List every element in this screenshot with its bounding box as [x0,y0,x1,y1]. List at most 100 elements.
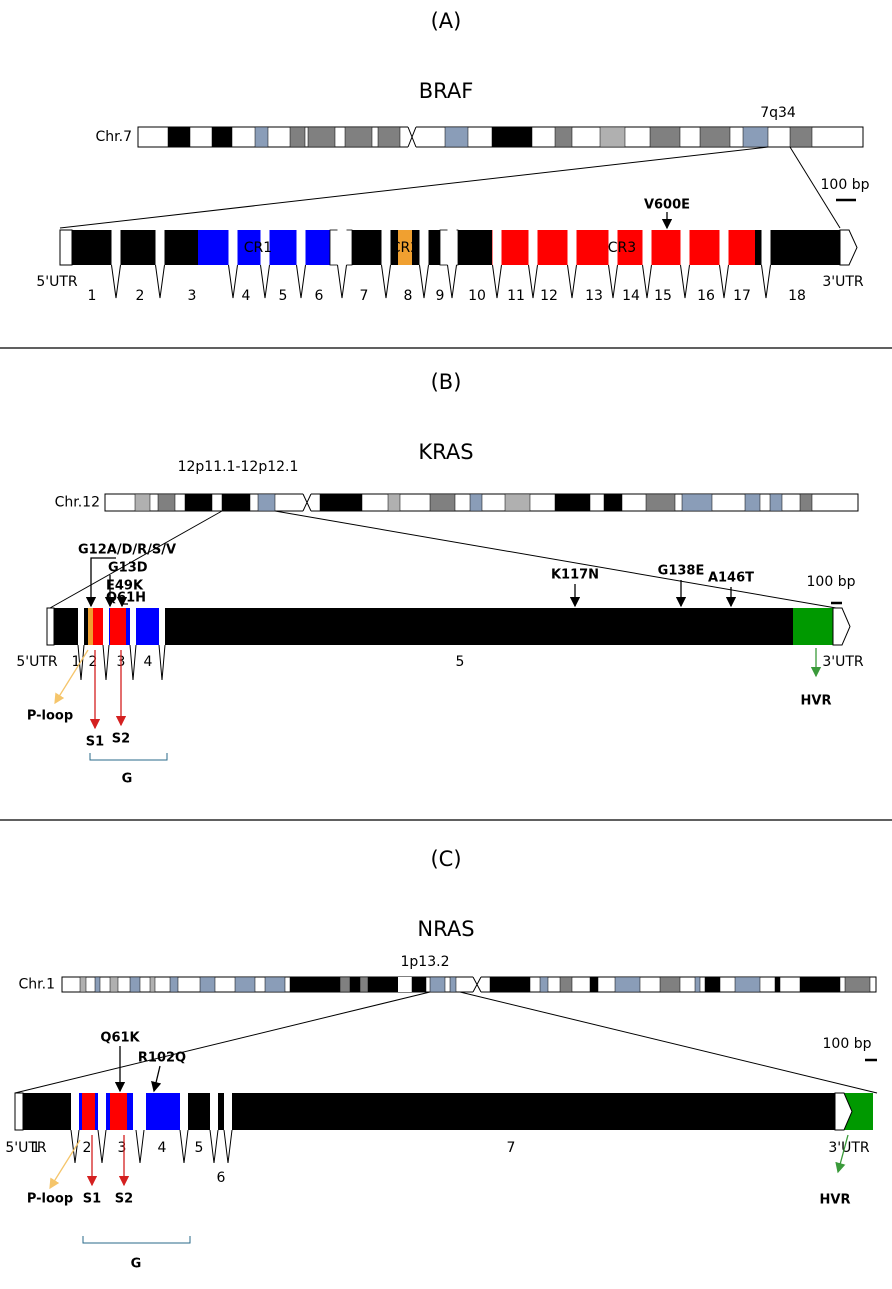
intron [528,264,538,299]
intron-gap [103,607,109,646]
intron-gap [98,1092,106,1131]
utr-5 [59,229,73,266]
intron-gap [78,607,84,646]
exon-number: 1 [72,654,81,670]
chromosome-band [491,126,533,148]
region-label: G [131,1257,142,1272]
panel-label: (A) [431,9,462,33]
intron [102,644,110,681]
intron-gap [447,229,457,266]
utr-5 [46,607,55,646]
utr-3 [839,229,858,266]
exon-number: 6 [315,288,324,304]
chromosome-band [289,126,306,148]
exon [110,608,126,645]
intron [761,264,771,299]
mutation-arrow [151,1065,162,1093]
utr-label: 5'UTR [5,1140,47,1156]
bracket [89,753,168,761]
chromosome-band [184,493,213,512]
chromosome-band [799,976,841,993]
intron [223,1129,233,1164]
chromosome-band [157,493,176,512]
intron-gap [419,229,429,266]
utr-3 [834,1092,853,1131]
panel-label: (C) [430,847,461,871]
bracket [82,1236,191,1244]
centromere [411,126,417,148]
intron [129,644,137,681]
exon-number: 5 [279,288,288,304]
region-label: P-loop [27,709,73,724]
region-label: S1 [86,735,104,750]
intron-gap [528,229,538,266]
exon [23,1093,73,1130]
exon-number: 1 [32,1140,41,1156]
intron [97,1129,107,1164]
exon-number: 13 [585,288,603,304]
exon [106,1093,110,1130]
chromosome-label: Chr.7 [96,129,132,145]
exon-number: 11 [507,288,525,304]
region-label: HVR [801,694,832,709]
intron [155,264,165,299]
utr-5 [14,1092,24,1131]
exon-number: 17 [733,288,751,304]
chromosome-band [234,976,256,993]
chromosome-band [211,126,233,148]
intron-gap [680,229,690,266]
chromosome-band [264,976,286,993]
intron [260,264,270,299]
region-label: S1 [83,1192,101,1207]
domain-label: CR2 [391,240,419,256]
intron [70,1129,80,1164]
chromosome-band [554,126,573,148]
intron-gap [608,229,618,266]
region-arrow [49,1139,81,1190]
exon [188,1093,210,1130]
chromosome-band [589,976,599,993]
chromosome-label: Chr.12 [55,495,100,511]
chromosome-band [134,493,151,512]
exon-number: 16 [697,288,715,304]
chromosome-band [614,976,641,993]
zoom-line [49,510,223,609]
chromosome-band [649,126,681,148]
chromosome-band [659,976,681,993]
chromosome-band [167,126,191,148]
chromosome-band [429,493,456,512]
exon [110,1093,127,1130]
chromosome-label: Chr.1 [19,977,55,993]
zoom-line [789,146,841,229]
mutation-label: R102Q [138,1051,186,1066]
intron [642,264,652,299]
exon-number: 5 [456,654,465,670]
chromosome-band [694,976,701,993]
chromosome-band [411,976,427,993]
exon [84,608,88,645]
exon-number: 4 [144,654,153,670]
locus: 1p13.2 [401,954,450,970]
intron [608,264,618,299]
exon [218,1093,224,1130]
chromosome-band [199,976,216,993]
mutation-label: Q61K [100,1031,140,1046]
intron [228,264,238,299]
chromosome-band [789,126,813,148]
exon-number: 8 [404,288,413,304]
intron-gap [130,607,136,646]
exon [82,1093,95,1130]
intron-gap [381,229,391,266]
chromosome-band [79,976,87,993]
utr-label: 3'UTR [828,1140,870,1156]
utr-label: 3'UTR [822,274,864,290]
mutation-label: A146T [708,571,754,586]
intron [719,264,729,299]
chromosome-band [257,493,276,512]
intron [680,264,690,299]
zoom-line [14,991,431,1094]
mutation-arrow [85,557,116,608]
intron [135,1129,145,1164]
region-label: HVR [820,1193,851,1208]
zoom-line [59,146,769,229]
